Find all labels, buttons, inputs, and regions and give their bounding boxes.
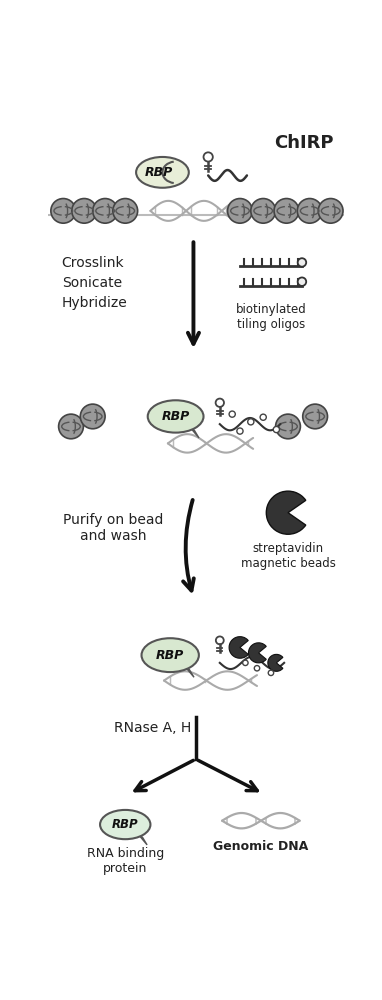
Text: ChIRP: ChIRP (274, 134, 333, 152)
Circle shape (228, 199, 253, 223)
Circle shape (215, 399, 224, 407)
Ellipse shape (136, 157, 189, 188)
Ellipse shape (141, 638, 199, 672)
Wedge shape (268, 654, 283, 671)
Text: Purify on bead
and wash: Purify on bead and wash (63, 513, 163, 543)
Wedge shape (229, 637, 248, 658)
Circle shape (260, 414, 266, 420)
Circle shape (58, 414, 83, 439)
Circle shape (273, 426, 280, 433)
Polygon shape (139, 836, 147, 845)
Circle shape (303, 404, 327, 429)
Ellipse shape (100, 810, 151, 839)
Circle shape (248, 419, 254, 425)
Circle shape (275, 414, 300, 439)
Wedge shape (266, 491, 306, 534)
Circle shape (80, 404, 105, 429)
Circle shape (72, 199, 97, 223)
Text: RBP: RBP (112, 818, 139, 831)
Text: Genomic DNA: Genomic DNA (213, 840, 309, 853)
Text: Hybridize: Hybridize (62, 296, 128, 310)
Circle shape (297, 199, 322, 223)
Circle shape (243, 660, 248, 666)
Text: RBP: RBP (162, 410, 190, 423)
Wedge shape (248, 643, 266, 663)
Text: streptavidin
magnetic beads: streptavidin magnetic beads (241, 542, 335, 570)
Circle shape (268, 670, 274, 676)
Text: Crosslink: Crosslink (62, 256, 124, 270)
Circle shape (298, 277, 306, 286)
Text: Sonicate: Sonicate (62, 276, 122, 290)
Circle shape (113, 199, 138, 223)
Text: RNase A, H: RNase A, H (113, 721, 191, 735)
Circle shape (216, 636, 224, 644)
Circle shape (318, 199, 343, 223)
Ellipse shape (148, 400, 204, 433)
Text: biotinylated
tiling oligos: biotinylated tiling oligos (236, 303, 306, 331)
Polygon shape (186, 668, 194, 677)
Circle shape (229, 411, 235, 417)
Circle shape (298, 258, 306, 267)
Text: RNA binding
protein: RNA binding protein (87, 847, 164, 875)
Circle shape (51, 199, 76, 223)
Circle shape (274, 199, 299, 223)
Text: RBP: RBP (144, 166, 173, 179)
Circle shape (251, 199, 275, 223)
Circle shape (237, 428, 243, 434)
Text: RBP: RBP (156, 649, 185, 662)
Polygon shape (191, 429, 199, 438)
Circle shape (254, 666, 260, 671)
Circle shape (204, 152, 213, 162)
Circle shape (93, 199, 118, 223)
